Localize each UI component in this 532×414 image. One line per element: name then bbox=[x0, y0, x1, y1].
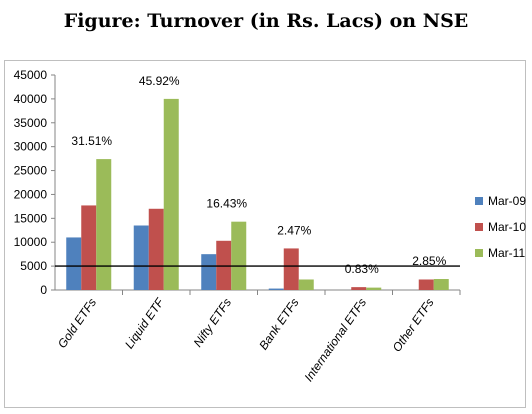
bar bbox=[283, 248, 299, 290]
data-label: 45.92% bbox=[139, 74, 180, 88]
bar bbox=[433, 279, 449, 290]
bar bbox=[201, 254, 217, 290]
x-tick-label: Nifty ETFs bbox=[191, 296, 235, 350]
y-tick-label: 20000 bbox=[14, 187, 48, 201]
y-tick-label: 40000 bbox=[14, 92, 48, 106]
legend-label: Mar-11 bbox=[488, 246, 525, 260]
y-tick-label: 10000 bbox=[14, 235, 48, 249]
legend-swatch bbox=[475, 223, 483, 231]
bar bbox=[366, 287, 382, 290]
legend-swatch bbox=[475, 249, 483, 257]
bar bbox=[298, 279, 314, 290]
bar bbox=[81, 205, 97, 290]
x-tick-label: Liquid ETF bbox=[122, 295, 167, 351]
legend-swatch bbox=[475, 197, 483, 205]
bar bbox=[418, 279, 434, 290]
bar bbox=[96, 159, 112, 290]
data-label: 2.85% bbox=[412, 254, 446, 268]
bar bbox=[268, 288, 284, 290]
bar bbox=[148, 208, 164, 290]
y-tick-label: 30000 bbox=[14, 140, 48, 154]
chart-title: Figure: Turnover (in Rs. Lacs) on NSE bbox=[63, 10, 469, 32]
y-tick-label: 15000 bbox=[14, 211, 48, 225]
x-tick-label: Gold ETFs bbox=[55, 296, 99, 351]
bar bbox=[163, 98, 179, 290]
data-label: 2.47% bbox=[277, 223, 311, 237]
chart-frame bbox=[4, 60, 526, 408]
legend-label: Mar-09 bbox=[488, 194, 526, 208]
bar bbox=[66, 237, 82, 290]
legend-label: Mar-10 bbox=[488, 220, 526, 234]
y-tick-label: 5000 bbox=[20, 259, 47, 273]
x-tick-label: Bank ETFs bbox=[256, 296, 302, 353]
bar bbox=[351, 287, 367, 290]
bar bbox=[133, 225, 149, 290]
y-tick-label: 25000 bbox=[14, 164, 48, 178]
bar bbox=[231, 221, 247, 290]
y-tick-label: 0 bbox=[40, 283, 47, 297]
y-tick-label: 35000 bbox=[14, 116, 48, 130]
data-label: 31.51% bbox=[71, 134, 112, 148]
data-label: 16.43% bbox=[206, 197, 247, 211]
x-tick-label: Other ETFs bbox=[390, 296, 437, 355]
bar bbox=[216, 240, 232, 290]
x-tick-label: International ETFs bbox=[302, 296, 370, 384]
y-tick-label: 45000 bbox=[14, 68, 48, 82]
data-label: 0.83% bbox=[345, 262, 379, 276]
